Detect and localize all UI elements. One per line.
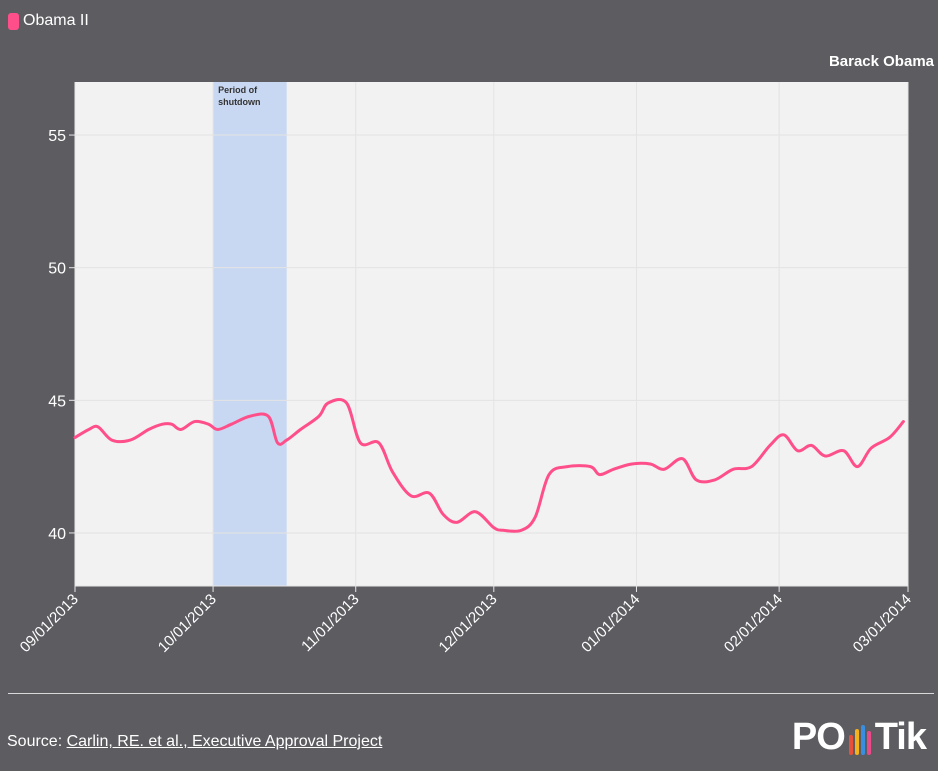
logo-bar [860, 725, 865, 755]
x-tick-label: 03/01/2014 [850, 591, 915, 656]
shutdown-label-line2: shutdown [218, 97, 260, 107]
shutdown-label-line1: Period of [218, 85, 258, 95]
x-tick-label: 02/01/2014 [721, 591, 786, 656]
plot-area [75, 82, 908, 586]
y-tick-label: 50 [48, 261, 66, 278]
logo-bar [848, 735, 853, 755]
y-tick-label: 40 [48, 526, 66, 543]
y-tick-label: 45 [48, 393, 66, 410]
footer-divider [8, 693, 934, 694]
line-chart: Period of shutdown 40 45 50 55 09/01/2013 10/01… [17, 82, 915, 656]
logo-text-left: PO [791, 716, 846, 758]
source-link[interactable]: Carlin, RE. et al., Executive Approval P… [66, 733, 383, 750]
logo-bars-icon [848, 723, 871, 755]
logo-bar [866, 731, 871, 755]
shutdown-region [213, 82, 287, 586]
legend-swatch [8, 12, 19, 30]
x-tick-label: 09/01/2013 [17, 591, 82, 656]
series-title: Barack Obama [828, 53, 934, 70]
series-line-obama-ii [73, 397, 905, 533]
x-tick-label: 11/01/2013 [298, 591, 362, 655]
y-tick-label: 55 [48, 128, 66, 145]
x-tick-label: 01/01/2014 [578, 591, 643, 656]
x-tick-label: 12/01/2013 [436, 591, 501, 656]
legend[interactable]: Obama II [8, 12, 89, 30]
logo-bar [854, 729, 859, 755]
legend-label: Obama II [23, 12, 89, 29]
source-prefix: Source: [7, 733, 67, 750]
politik-logo: PO Tik [791, 716, 927, 759]
logo-text-right: Tik [874, 716, 927, 758]
x-tick-label: 10/01/2013 [155, 591, 220, 656]
source-line: Source: Carlin, RE. et al., Executive Ap… [7, 733, 382, 751]
